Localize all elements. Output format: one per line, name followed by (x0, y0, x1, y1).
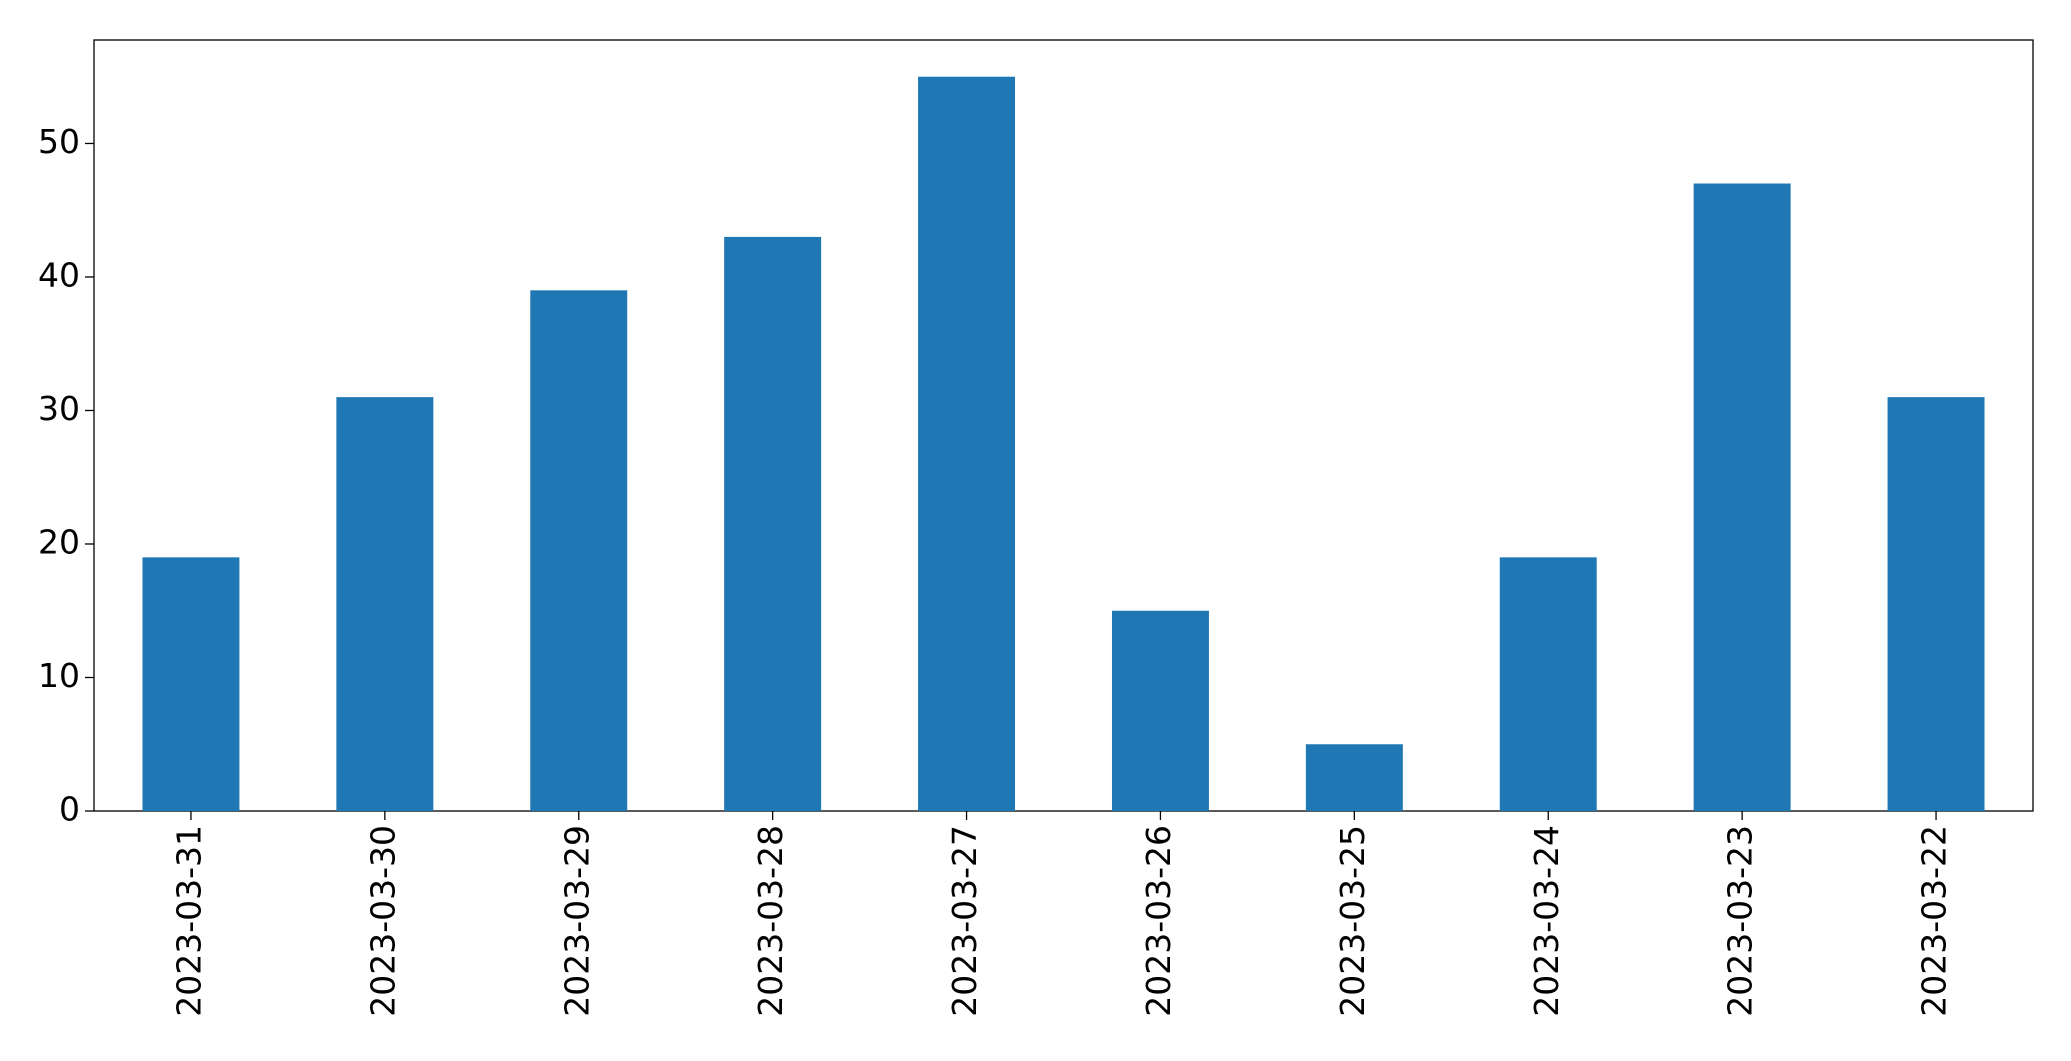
plot-frame (93, 39, 2034, 812)
bar (1693, 183, 1791, 812)
bar (918, 76, 1016, 811)
y-tick-label: 10 (38, 656, 80, 695)
x-tick-label: 2023-03-22 (1915, 825, 1954, 1017)
bar (530, 290, 628, 811)
bar (1499, 557, 1597, 811)
y-tick-label: 20 (38, 522, 80, 561)
bar (142, 557, 240, 811)
y-tick-label: 40 (38, 255, 80, 294)
x-tick-label: 2023-03-31 (169, 825, 208, 1017)
bar (1111, 610, 1209, 811)
x-tick-label: 2023-03-26 (1139, 825, 1178, 1017)
x-tick-label: 2023-03-27 (945, 825, 984, 1017)
bar (1305, 744, 1403, 811)
x-tick-label: 2023-03-25 (1333, 825, 1372, 1017)
y-tick-label: 30 (38, 389, 80, 428)
x-tick-label: 2023-03-30 (363, 825, 402, 1017)
bar (336, 397, 434, 811)
x-tick-label: 2023-03-23 (1721, 825, 1760, 1017)
y-tick-label: 0 (59, 790, 80, 829)
x-tick-label: 2023-03-29 (557, 825, 596, 1017)
bar (724, 236, 822, 812)
bar (1887, 397, 1985, 811)
x-tick-label: 2023-03-24 (1527, 825, 1566, 1017)
y-tick-label: 50 (38, 122, 80, 161)
x-tick-label: 2023-03-28 (751, 825, 790, 1017)
